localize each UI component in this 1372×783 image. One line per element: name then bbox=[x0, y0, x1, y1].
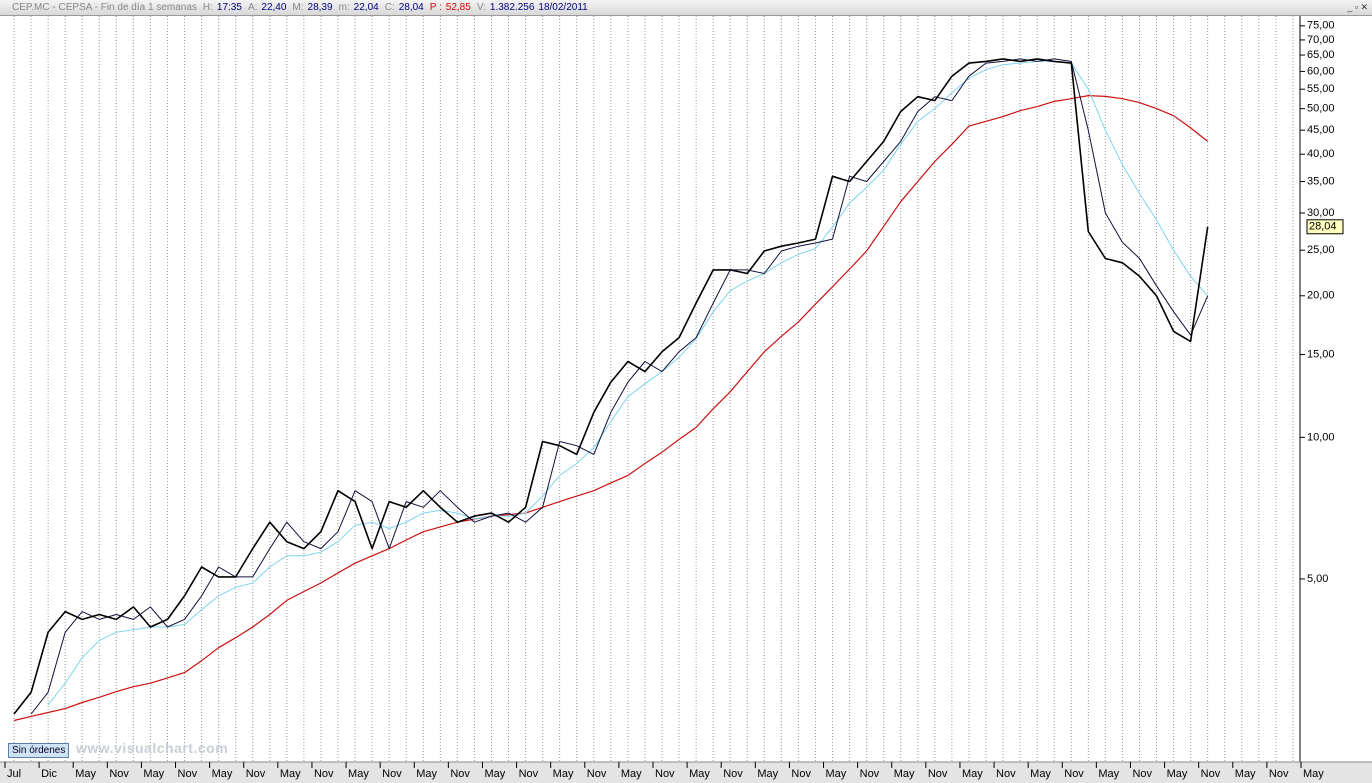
field-value: 22,40 bbox=[261, 2, 287, 13]
y-tick-label: 30,00 bbox=[1307, 207, 1335, 219]
watermark: www.visualchart.com bbox=[76, 740, 229, 756]
x-tick-label: May bbox=[757, 768, 778, 780]
x-tick-label: Nov bbox=[178, 768, 198, 780]
x-tick-label: Nov bbox=[860, 768, 880, 780]
x-tick-label: May bbox=[894, 768, 915, 780]
field-key: A: bbox=[247, 2, 258, 13]
x-tick-label: Nov bbox=[519, 768, 539, 780]
x-tick-label: May bbox=[1098, 768, 1119, 780]
y-tick-label: 70,00 bbox=[1307, 34, 1335, 46]
window-buttons[interactable]: _ ▫ ✕ bbox=[1347, 2, 1368, 12]
field-value: 22,04 bbox=[353, 2, 379, 13]
price-tag-label: 28,04 bbox=[1309, 221, 1337, 233]
series-line bbox=[47, 60, 1209, 706]
field-key: M: bbox=[292, 2, 304, 13]
y-tick-label: 60,00 bbox=[1307, 65, 1335, 77]
x-tick-label: Jul bbox=[7, 768, 21, 780]
x-tick-label: Nov bbox=[928, 768, 948, 780]
x-tick-label: May bbox=[280, 768, 301, 780]
x-tick-label: May bbox=[689, 768, 710, 780]
field-value: 28,04 bbox=[398, 2, 424, 13]
y-tick-label: 15,00 bbox=[1307, 348, 1335, 360]
axis-panel bbox=[1300, 16, 1372, 762]
field-value: 18/02/2011 bbox=[538, 2, 588, 13]
y-tick-label: 20,00 bbox=[1307, 290, 1335, 302]
x-tick-label: Nov bbox=[655, 768, 675, 780]
header-bar: CEP.MC - CEPSA - Fin de día 1 semanas H: 1… bbox=[0, 0, 1372, 16]
y-tick-label: 75,00 bbox=[1307, 20, 1335, 32]
x-tick-label: May bbox=[1167, 768, 1188, 780]
x-tick-label: Nov bbox=[314, 768, 334, 780]
x-tick-label: Nov bbox=[996, 768, 1016, 780]
x-tick-label: Nov bbox=[1132, 768, 1152, 780]
field-key: H: bbox=[202, 2, 213, 13]
y-tick-label: 45,00 bbox=[1307, 124, 1335, 136]
x-tick-label: Nov bbox=[246, 768, 266, 780]
y-tick-label: 35,00 bbox=[1307, 175, 1335, 187]
field-key: P : bbox=[429, 2, 442, 13]
field-value: 17:35 bbox=[216, 2, 242, 13]
series-line bbox=[13, 95, 1209, 722]
field-key: V: bbox=[476, 2, 486, 13]
x-tick-label: Nov bbox=[723, 768, 743, 780]
x-tick-label: May bbox=[348, 768, 369, 780]
x-tick-label: May bbox=[212, 768, 233, 780]
y-tick-label: 55,00 bbox=[1307, 83, 1335, 95]
x-tick-label: Nov bbox=[109, 768, 129, 780]
plot-area bbox=[0, 16, 1300, 762]
y-tick-label: 10,00 bbox=[1307, 431, 1335, 443]
x-tick-label: May bbox=[553, 768, 574, 780]
x-tick-label: Dic bbox=[41, 768, 57, 780]
x-tick-label: Nov bbox=[450, 768, 470, 780]
x-tick-label: May bbox=[826, 768, 847, 780]
x-tick-label: Nov bbox=[1064, 768, 1084, 780]
y-tick-label: 65,00 bbox=[1307, 49, 1335, 61]
series-line bbox=[13, 58, 1209, 715]
field-value: 52,85 bbox=[445, 2, 471, 13]
x-axis-bar bbox=[0, 762, 1372, 783]
x-tick-label: May bbox=[75, 768, 96, 780]
x-tick-label: May bbox=[1303, 768, 1324, 780]
status-box[interactable]: Sin órdenes bbox=[8, 743, 70, 758]
y-tick-label: 40,00 bbox=[1307, 148, 1335, 160]
x-tick-label: Nov bbox=[587, 768, 607, 780]
x-tick-label: Nov bbox=[1269, 768, 1289, 780]
x-tick-label: May bbox=[1235, 768, 1256, 780]
y-tick-label: 25,00 bbox=[1307, 244, 1335, 256]
price-tag bbox=[1306, 219, 1344, 235]
field-value: 1.382.256 bbox=[489, 2, 535, 13]
x-tick-label: May bbox=[416, 768, 437, 780]
x-tick-label: May bbox=[143, 768, 164, 780]
x-tick-label: Nov bbox=[382, 768, 402, 780]
x-tick-label: May bbox=[621, 768, 642, 780]
header-title: CEP.MC - CEPSA - Fin de día 1 semanas bbox=[12, 2, 197, 13]
x-tick-label: May bbox=[1030, 768, 1051, 780]
x-tick-label: Nov bbox=[1201, 768, 1221, 780]
x-tick-label: May bbox=[962, 768, 983, 780]
x-tick-label: Nov bbox=[791, 768, 811, 780]
x-tick-label: May bbox=[484, 768, 505, 780]
y-tick-label: 50,00 bbox=[1307, 103, 1335, 115]
field-key: m: bbox=[338, 2, 350, 13]
field-key: C: bbox=[384, 2, 395, 13]
field-value: 28,39 bbox=[307, 2, 333, 13]
y-tick-label: 5,00 bbox=[1307, 573, 1328, 585]
